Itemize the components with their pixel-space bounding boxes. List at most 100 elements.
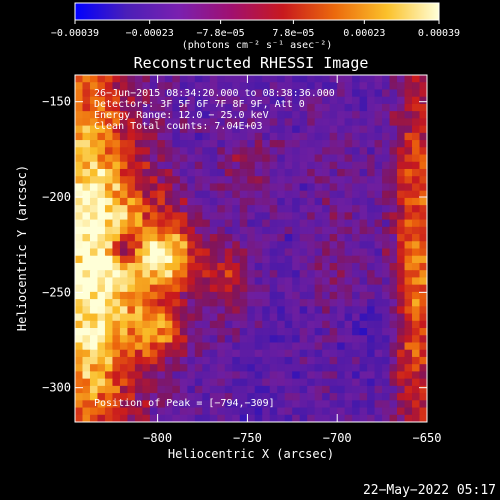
heatmap-cell: [389, 176, 398, 185]
heatmap-cell: [134, 111, 143, 119]
heatmap-cell: [89, 96, 99, 105]
heatmap-cell: [142, 234, 151, 242]
heatmap-cell: [224, 400, 233, 409]
heatmap-cell: [104, 291, 114, 300]
heatmap-cell: [217, 205, 226, 213]
heatmap-cell: [187, 313, 196, 322]
heatmap-cell: [202, 248, 211, 257]
heatmap-cell: [299, 197, 308, 206]
heatmap-cell: [344, 393, 353, 401]
heatmap-cell: [164, 234, 173, 242]
heatmap-cell: [352, 212, 361, 221]
heatmap-cell: [89, 219, 99, 228]
heatmap-cell: [134, 364, 143, 372]
heatmap-cell: [134, 299, 143, 307]
heatmap-cell: [239, 125, 248, 134]
heatmap-cell: [149, 262, 158, 271]
heatmap-cell: [194, 197, 203, 206]
heatmap-cell: [172, 371, 181, 380]
heatmap-cell: [104, 82, 114, 91]
heatmap-cell: [247, 255, 256, 264]
heatmap-cell: [232, 248, 241, 257]
heatmap-cell: [314, 407, 323, 416]
heatmap-cell: [307, 118, 316, 127]
heatmap-cell: [202, 378, 211, 387]
heatmap-cell: [299, 328, 308, 336]
heatmap-cell: [254, 356, 263, 365]
heatmap-cell: [419, 140, 427, 148]
heatmap-cell: [179, 226, 188, 235]
heatmap-cell: [389, 219, 398, 228]
heatmap-cell: [89, 400, 99, 409]
heatmap-cell: [269, 291, 278, 300]
heatmap-cell: [397, 364, 406, 372]
heatmap-cell: [374, 400, 383, 409]
heatmap-cell: [157, 75, 166, 83]
heatmap-cell: [292, 393, 301, 401]
heatmap-cell: [389, 168, 398, 177]
heatmap-cell: [254, 371, 263, 380]
heatmap-cell: [134, 140, 143, 148]
heatmap-cell: [404, 414, 413, 422]
heatmap-cell: [397, 132, 406, 141]
heatmap-cell: [269, 378, 278, 387]
heatmap-cell: [187, 270, 196, 279]
heatmap-cell: [149, 270, 158, 279]
heatmap-cell: [127, 335, 136, 344]
heatmap-cell: [344, 407, 353, 416]
heatmap-cell: [277, 248, 286, 257]
heatmap-cell: [352, 75, 361, 83]
heatmap-cell: [292, 190, 301, 199]
heatmap-cell: [97, 96, 106, 105]
heatmap-cell: [412, 241, 421, 250]
heatmap-cell: [112, 103, 121, 112]
heatmap-cell: [172, 190, 181, 199]
heatmap-cell: [284, 205, 293, 213]
heatmap-cell: [232, 414, 241, 422]
heatmap-cell: [209, 234, 218, 242]
heatmap-cell: [329, 125, 338, 134]
heatmap-cell: [194, 349, 203, 358]
heatmap-cell: [134, 219, 143, 228]
annotation-counts: Clean Total counts: 7.04E+03: [94, 121, 263, 132]
heatmap-cell: [172, 378, 181, 387]
heatmap-cell: [202, 306, 211, 315]
heatmap-cell: [97, 291, 106, 300]
heatmap-cell: [269, 248, 278, 257]
heatmap-cell: [172, 335, 181, 344]
heatmap-cell: [397, 313, 406, 322]
heatmap-cell: [209, 313, 218, 322]
heatmap-cell: [247, 190, 256, 199]
heatmap-cell: [202, 255, 211, 264]
heatmap-cell: [367, 241, 376, 250]
heatmap-cell: [254, 75, 263, 83]
heatmap-cell: [419, 378, 427, 387]
heatmap-cell: [179, 75, 188, 83]
heatmap-cell: [254, 205, 263, 213]
heatmap-cell: [89, 75, 99, 83]
heatmap-cell: [112, 140, 121, 148]
heatmap-cell: [404, 118, 413, 127]
heatmap-cell: [352, 118, 361, 127]
heatmap-cell: [149, 75, 158, 83]
heatmap-cell: [262, 320, 271, 329]
heatmap-cell: [134, 168, 143, 177]
heatmap-cell: [97, 378, 106, 387]
heatmap-cell: [142, 277, 151, 286]
heatmap-cell: [277, 147, 286, 156]
heatmap-cell: [322, 320, 331, 329]
heatmap-cell: [314, 161, 323, 170]
heatmap-cell: [119, 190, 129, 199]
heatmap-cell: [112, 205, 121, 213]
heatmap-cell: [194, 356, 203, 365]
heatmap-cell: [262, 82, 271, 91]
heatmap-cell: [269, 183, 278, 192]
heatmap-cell: [247, 320, 256, 329]
heatmap-cell: [75, 103, 84, 112]
heatmap-cell: [292, 111, 301, 119]
heatmap-cell: [104, 190, 114, 199]
heatmap-cell: [134, 328, 143, 336]
heatmap-cell: [209, 385, 218, 394]
heatmap-cell: [82, 190, 91, 199]
heatmap-cell: [75, 96, 84, 105]
